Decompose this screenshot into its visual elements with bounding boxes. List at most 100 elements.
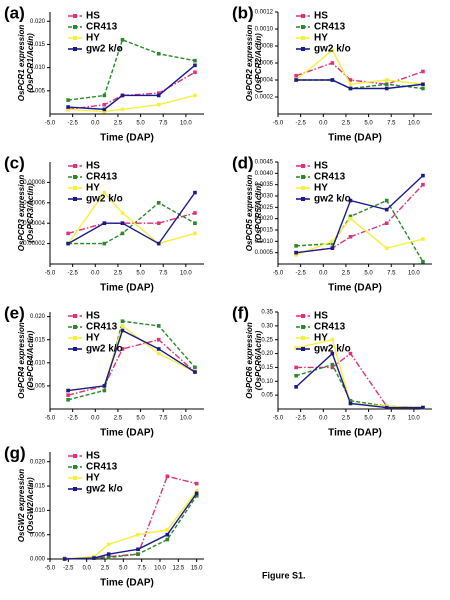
panel-label: (d) — [232, 153, 254, 172]
x-axis-label: Time (DAP) — [100, 428, 154, 439]
legend-label: HY — [86, 183, 100, 194]
data-point — [193, 211, 197, 215]
legend-label: CR413 — [86, 322, 118, 333]
legend-label: CR413 — [86, 172, 118, 183]
data-point — [92, 556, 96, 560]
figure-caption: Figure S1. — [262, 570, 306, 580]
data-point — [120, 221, 125, 225]
legend-label: HS — [314, 11, 328, 22]
legend-label: HS — [86, 311, 100, 322]
data-point — [384, 405, 389, 410]
data-point — [194, 493, 199, 498]
y-tick-label: 0.0004 — [255, 78, 274, 84]
y-axis-label-sub: (OsPCR4/Actin) — [26, 330, 35, 390]
data-point — [120, 211, 125, 215]
data-point — [165, 474, 170, 479]
data-point — [348, 82, 353, 87]
x-tick-label: 2.5 — [342, 121, 351, 127]
x-tick-label: -5.0 — [45, 271, 56, 277]
y-tick-label: 0.0006 — [255, 61, 274, 67]
data-point — [156, 102, 161, 107]
data-point — [156, 241, 161, 246]
y-axis-label-sub: (OsPCR5/Actin) — [254, 183, 263, 243]
x-tick-label: 5.0 — [364, 271, 373, 277]
legend-label: gw2 k/o — [86, 194, 123, 205]
data-point — [421, 173, 425, 178]
x-tick-label: 5.0 — [136, 271, 145, 277]
legend-marker — [73, 14, 77, 18]
data-point — [165, 532, 170, 537]
data-point — [193, 93, 197, 98]
x-axis-label: Time (DAP) — [328, 283, 382, 294]
data-point — [193, 70, 197, 75]
x-tick-label: 10.0 — [408, 271, 420, 277]
y-tick-label: 0.0020 — [255, 216, 274, 222]
data-point — [348, 214, 353, 219]
series-line — [295, 217, 424, 256]
y-tick-label: 0.015 — [30, 484, 46, 490]
legend-marker — [301, 25, 305, 29]
y-tick-label: 0.0012 — [255, 10, 274, 16]
y-axis-label: OsPCR1 expression — [17, 25, 26, 102]
series-line — [64, 492, 198, 560]
y-tick-label: 0.00002 — [23, 241, 45, 247]
x-axis-label: Time (DAP) — [100, 283, 154, 294]
data-point — [330, 365, 335, 370]
data-point — [102, 109, 107, 114]
legend-label: gw2 k/o — [86, 44, 123, 55]
y-tick-label: 0.0040 — [255, 171, 274, 177]
x-tick-label: 2.5 — [114, 416, 123, 422]
x-tick-label: 5.0 — [136, 121, 145, 127]
data-point — [294, 365, 298, 370]
chart-panel: (d) 0.0005 0.0010 0.0015 0.0020 0.0025 0.0030 0… — [232, 153, 432, 294]
data-point — [62, 557, 67, 561]
panel-label: (b) — [232, 3, 254, 22]
y-tick-label: 0.15 — [261, 365, 273, 371]
series-line — [295, 352, 423, 409]
y-tick-label: 0.015 — [30, 42, 46, 48]
x-tick-label: 10.0 — [154, 566, 166, 572]
data-point — [66, 397, 70, 402]
series-line — [68, 71, 196, 111]
legend-label: CR413 — [314, 322, 346, 333]
legend-marker — [73, 325, 77, 329]
y-tick-label: 0.10 — [261, 379, 273, 385]
data-point — [156, 351, 161, 356]
data-point — [193, 190, 197, 195]
legend-marker — [73, 487, 77, 491]
legend-marker — [73, 476, 77, 480]
x-tick-label: -2.5 — [295, 416, 306, 422]
data-point — [120, 328, 125, 333]
data-point — [156, 337, 161, 342]
y-axis-label: OsPCR4 expression — [17, 322, 26, 399]
data-point — [330, 78, 335, 82]
x-tick-label: -5.0 — [45, 121, 56, 127]
data-point — [384, 198, 389, 203]
legend-marker — [73, 36, 77, 40]
series-line — [295, 62, 424, 85]
y-axis-label: OsGW2 expression — [17, 469, 26, 542]
data-point — [348, 198, 353, 203]
series-line — [64, 490, 198, 560]
x-axis-label: Time (DAP) — [100, 578, 154, 589]
y-tick-label: 0.0045 — [255, 160, 274, 166]
data-point — [102, 384, 107, 388]
data-point — [156, 221, 161, 225]
data-point — [193, 231, 197, 236]
legend-marker — [73, 175, 77, 179]
x-tick-label: -2.5 — [67, 121, 78, 127]
y-tick-label: 0.005 — [30, 383, 46, 389]
series-line — [295, 363, 423, 409]
y-tick-label: 0.00008 — [23, 180, 45, 186]
data-point — [66, 98, 70, 102]
y-tick-label: 0.0035 — [255, 182, 274, 188]
data-point — [193, 63, 197, 68]
data-point — [330, 362, 335, 367]
legend-marker — [73, 454, 77, 458]
series-line — [296, 199, 424, 263]
series-line — [67, 212, 196, 235]
data-point — [348, 351, 353, 356]
data-point — [102, 102, 107, 107]
x-tick-label: -2.5 — [63, 566, 74, 572]
y-tick-label: 0.010 — [30, 65, 46, 71]
